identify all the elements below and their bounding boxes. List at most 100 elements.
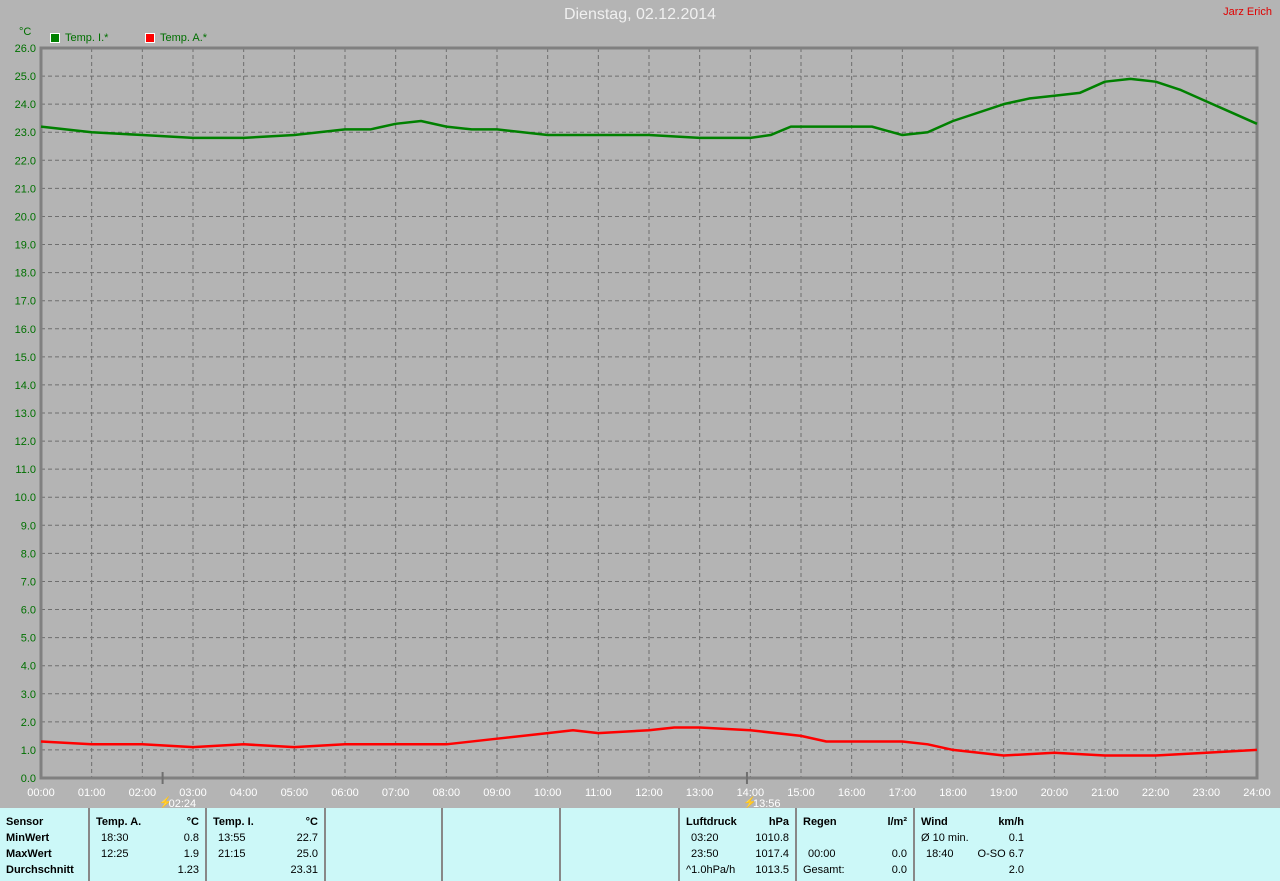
y-tick-label: 22.0 — [15, 155, 36, 167]
y-tick-label: 20.0 — [15, 211, 36, 223]
x-tick-label: 01:00 — [78, 787, 106, 799]
regen-time: 00:00 — [808, 848, 836, 860]
luftdruck-max: 1017.4 — [755, 848, 789, 860]
y-tick-label: 25.0 — [15, 71, 36, 83]
stats-panel: Sensor MinWert MaxWert Durchschnitt Temp… — [0, 808, 1280, 881]
empty-column — [561, 808, 680, 881]
x-tick-label: 22:00 — [1142, 787, 1170, 799]
y-tick-label: 12.0 — [15, 436, 36, 448]
legend-label: Temp. A.* — [160, 32, 208, 44]
y-tick-label: 8.0 — [21, 548, 36, 560]
legend-swatch — [145, 33, 155, 43]
y-tick-label: 19.0 — [15, 240, 36, 252]
temp-i-header: Temp. I. — [213, 816, 254, 828]
x-tick-label: 20:00 — [1041, 787, 1069, 799]
temp-a-avg: 1.23 — [177, 864, 199, 876]
temp-a-column: Temp. A. °C 18:30 0.8 12:25 1.9 1.23 — [90, 808, 207, 881]
temp-a-unit: °C — [186, 816, 199, 828]
x-tick-label: 04:00 — [230, 787, 258, 799]
y-tick-label: 15.0 — [15, 352, 36, 364]
sensor-column: Sensor MinWert MaxWert Durchschnitt — [0, 808, 90, 881]
luftdruck-min: 1010.8 — [755, 832, 789, 844]
x-tick-label: 00:00 — [27, 787, 55, 799]
author-label: Jarz Erich — [1223, 6, 1272, 18]
x-tick-label: 11:00 — [585, 787, 612, 799]
regen-unit: l/m² — [887, 816, 907, 828]
legend-label: Temp. I.* — [65, 32, 109, 44]
series-line — [40, 726, 1258, 757]
x-tick-label: 10:00 — [534, 787, 562, 799]
luftdruck-header: Luftdruck — [686, 816, 737, 828]
temp-i-unit: °C — [305, 816, 318, 828]
empty-column — [326, 808, 443, 881]
empty-column — [443, 808, 561, 881]
wind-day-avg: 2.0 — [1008, 864, 1024, 876]
wind-header: Wind — [921, 816, 948, 828]
regen-total: 0.0 — [891, 864, 907, 876]
series-line — [40, 77, 1258, 140]
temp-i-min: 22.7 — [296, 832, 318, 844]
y-tick-label: 10.0 — [15, 492, 36, 504]
x-tick-label: 23:00 — [1193, 787, 1221, 799]
plot-border — [39, 46, 1259, 780]
regen-max: 0.0 — [891, 848, 907, 860]
x-tick-label: 02:00 — [129, 787, 157, 799]
luftdruck-avg: 1013.5 — [755, 864, 789, 876]
wind-max: O-SO 6.7 — [977, 848, 1024, 860]
y-tick-label: 0.0 — [21, 773, 36, 785]
y-tick-label: 11.0 — [15, 464, 36, 476]
y-tick-label: 9.0 — [21, 520, 36, 532]
legend-item-temp-i: Temp. I.* — [50, 32, 108, 44]
regen-header: Regen — [803, 816, 837, 828]
row-label-max: MaxWert — [6, 848, 52, 860]
row-label-min: MinWert — [6, 832, 50, 844]
x-tick-label: 08:00 — [433, 787, 461, 799]
x-tick-label: 07:00 — [382, 787, 410, 799]
y-tick-label: 4.0 — [21, 661, 36, 673]
y-axis-unit: °C — [19, 26, 32, 38]
x-tick-label: 21:00 — [1091, 787, 1119, 799]
wind-unit: km/h — [998, 816, 1024, 828]
x-tick-label: 06:00 — [331, 787, 359, 799]
legend-item-temp-a: Temp. A.* — [145, 32, 207, 44]
chart-title: Dienstag, 02.12.2014 — [563, 6, 717, 23]
x-tick-label: 13:00 — [686, 787, 714, 799]
y-tick-label: 23.0 — [15, 127, 36, 139]
temp-i-avg: 23.31 — [290, 864, 318, 876]
wind-avg: 0.1 — [1008, 832, 1024, 844]
y-tick-label: 5.0 — [21, 633, 36, 645]
x-tick-label: 18:00 — [939, 787, 967, 799]
x-tick-label: 05:00 — [281, 787, 309, 799]
temp-i-max-time: 21:15 — [218, 848, 246, 860]
temp-a-header: Temp. A. — [96, 816, 142, 828]
y-tick-label: 17.0 — [15, 296, 36, 308]
x-tick-label: 16:00 — [838, 787, 866, 799]
y-tick-label: 24.0 — [15, 99, 36, 111]
temp-i-min-time: 13:55 — [218, 832, 246, 844]
lightning-icon: ⚡ — [159, 796, 173, 808]
wind-column: Wind km/h Ø 10 min. 0.1 18:40 O-SO 6.7 2.0 — [915, 808, 1030, 881]
lightning-icon: ⚡ — [743, 796, 757, 808]
temp-a-max-time: 12:25 — [101, 848, 129, 860]
y-tick-label: 14.0 — [15, 380, 36, 392]
legend-swatch — [50, 33, 60, 43]
x-tick-label: 19:00 — [990, 787, 1018, 799]
x-tick-label: 14:00 — [737, 787, 765, 799]
event-marker-label: 02:24 — [169, 798, 197, 808]
x-tick-label: 24:00 — [1243, 787, 1271, 799]
y-tick-label: 2.0 — [21, 717, 36, 729]
luftdruck-column: Luftdruck hPa 03:20 1010.8 23:50 1017.4 ^1.… — [680, 808, 797, 881]
x-tick-label: 15:00 — [787, 787, 815, 799]
y-tick-label: 21.0 — [15, 183, 36, 195]
y-tick-label: 6.0 — [21, 605, 36, 617]
y-tick-label: 3.0 — [21, 689, 36, 701]
chart-plot: 0.0 1.0 2.0 3.0 4.0 5.0 6.0 7.0 8.0 9.0 10.0 11.0 12… — [15, 43, 1271, 808]
luftdruck-max-time: 23:50 — [691, 848, 719, 860]
y-tick-label: 1.0 — [21, 745, 36, 757]
row-label-avg: Durchschnitt — [6, 864, 74, 876]
x-tick-label: 12:00 — [635, 787, 663, 799]
y-tick-label: 13.0 — [15, 408, 36, 420]
regen-column: Regen l/m² 00:00 0.0 Gesamt: 0.0 — [797, 808, 915, 881]
x-tick-label: 03:00 — [179, 787, 207, 799]
y-tick-label: 16.0 — [15, 324, 36, 336]
